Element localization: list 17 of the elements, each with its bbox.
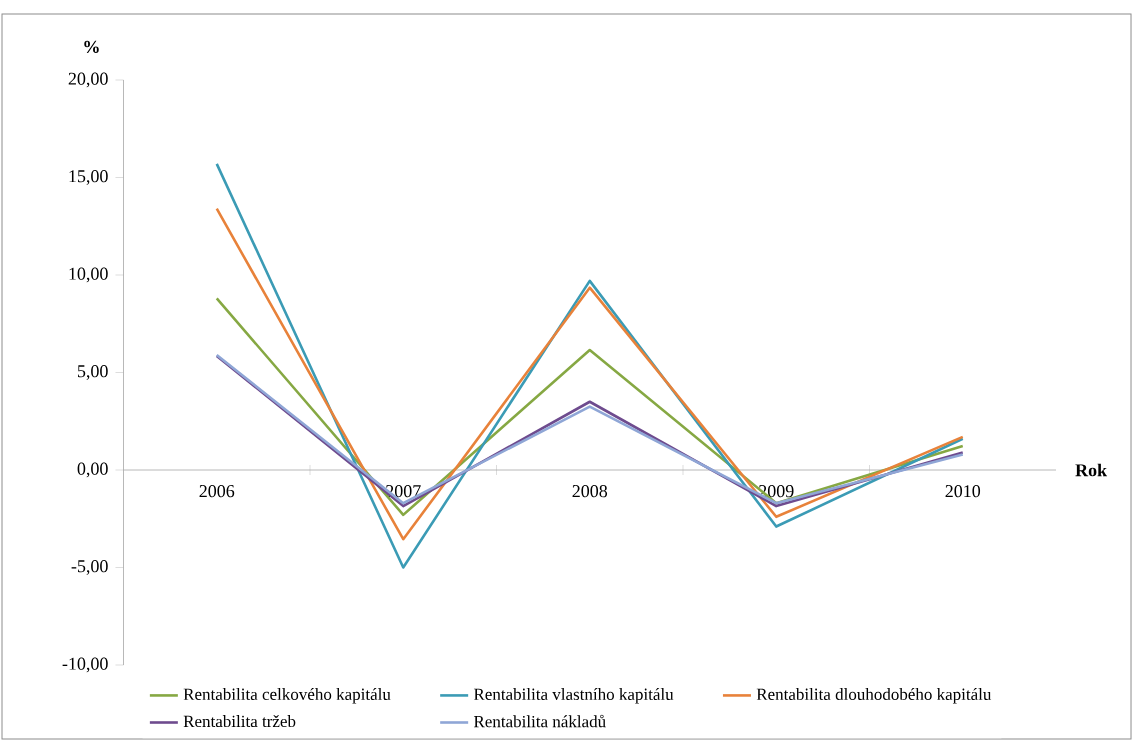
y-tick-label: -5,00 [71, 560, 108, 575]
y-tick-label: 0,00 [77, 462, 108, 478]
legend-label: Rentabilita dlouhodobého kapitálu [756, 688, 992, 704]
x-tick-label: 2010 [945, 485, 981, 498]
x-tick-label: 2006 [199, 485, 235, 498]
legend-label: Rentabilita celkového kapitálu [183, 688, 391, 704]
legend-label: Rentabilita nákladů [473, 714, 606, 728]
y-tick-label: -10,00 [62, 657, 108, 673]
y-tick-label: 5,00 [77, 365, 108, 380]
y-tick-label: 20,00 [68, 72, 108, 88]
y-tick-label: 15,00 [69, 170, 108, 185]
x-axis-title: Rok [1075, 463, 1108, 477]
y-axis-title: % [84, 40, 99, 53]
legend-label: Rentabilita vlastního kapitálu [473, 688, 674, 704]
x-tick-label: 2008 [572, 485, 608, 498]
y-tick-label: 10,00 [69, 267, 108, 283]
legend-label: Rentabilita tržeb [183, 715, 296, 728]
